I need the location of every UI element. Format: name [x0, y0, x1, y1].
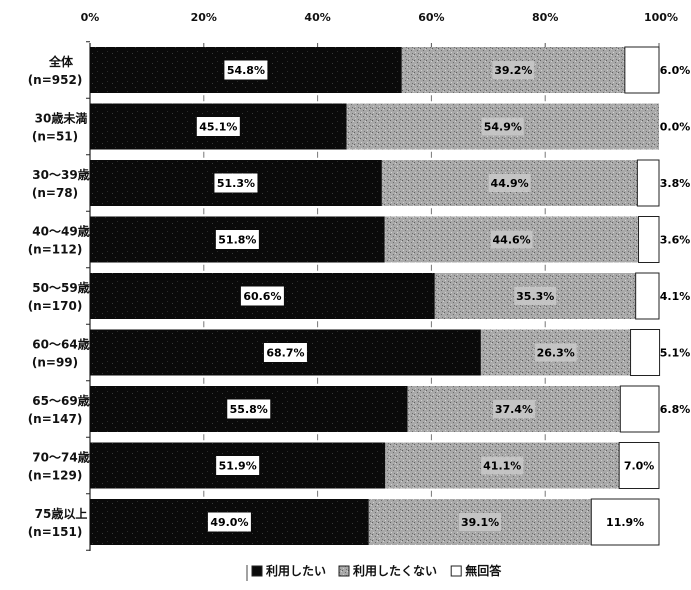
data-label-box: [216, 456, 260, 475]
category-n-label: (n=952): [28, 73, 83, 87]
category-label: 全体: [48, 54, 74, 69]
data-label: 51.8%: [218, 234, 256, 247]
category-label: 75歳以上: [35, 506, 88, 521]
bar-segment: [635, 272, 660, 320]
data-label-box: [490, 230, 533, 249]
data-label-box: [514, 287, 557, 305]
data-label: 45.1%: [199, 121, 237, 134]
data-label-box: [207, 512, 251, 532]
data-label: 4.1%: [660, 290, 691, 303]
data-label-box: [492, 61, 535, 79]
data-label-box: [481, 117, 524, 136]
data-label: 11.9%: [606, 516, 644, 529]
legend-swatch: [450, 565, 462, 577]
data-label: 0.0%: [660, 121, 691, 134]
data-label: 26.3%: [537, 347, 575, 360]
data-label-box: [240, 286, 284, 306]
category-n-label: (n=151): [28, 525, 83, 539]
legend-label: 利用したい: [266, 563, 326, 578]
data-label: 68.7%: [266, 347, 304, 360]
bar-segment: [624, 46, 660, 94]
data-label-box: [263, 343, 307, 362]
category-label: 60～64歳: [32, 337, 89, 352]
data-label-box: [227, 399, 271, 419]
x-tick-label: 40%: [304, 11, 330, 24]
category-n-label: (n=147): [28, 412, 83, 426]
category-label: 70～74歳: [32, 450, 89, 465]
data-label: 54.8%: [227, 64, 265, 77]
data-label: 3.6%: [660, 234, 691, 247]
data-label-box: [224, 60, 268, 80]
data-label: 60.6%: [243, 290, 281, 303]
category-n-label: (n=112): [28, 243, 83, 257]
data-label: 49.0%: [210, 516, 248, 529]
x-tick-label: 20%: [191, 11, 217, 24]
data-label-box: [488, 174, 531, 192]
x-tick-label: 60%: [418, 11, 444, 24]
bar-segment: [636, 159, 660, 207]
legend-swatch: [338, 565, 350, 577]
data-label: 51.3%: [217, 177, 255, 190]
data-label-box: [196, 117, 240, 136]
legend-swatch: [251, 565, 263, 577]
data-label: 6.0%: [660, 64, 691, 77]
data-label: 39.2%: [494, 64, 532, 77]
category-n-label: (n=51): [32, 130, 78, 144]
legend-label: 無回答: [465, 563, 502, 578]
category-label: 30歳未満: [35, 111, 88, 126]
category-n-label: (n=170): [28, 299, 83, 313]
category-n-label: (n=78): [32, 186, 78, 200]
data-label-box: [492, 400, 535, 418]
data-label-box: [214, 173, 258, 193]
data-label: 5.1%: [660, 347, 691, 360]
bar-segment: [638, 216, 660, 263]
bar-segment: [590, 498, 660, 546]
data-label: 41.1%: [483, 460, 521, 473]
data-label: 44.6%: [493, 234, 531, 247]
data-label: 51.9%: [219, 460, 257, 473]
category-label: 65～69歳: [32, 393, 89, 408]
data-label: 35.3%: [516, 290, 554, 303]
bar-segment: [619, 385, 660, 433]
data-label-box: [215, 230, 259, 249]
data-label-box: [534, 343, 577, 362]
category-n-label: (n=99): [32, 356, 78, 370]
category-n-label: (n=129): [28, 469, 83, 483]
x-tick-label: 0%: [81, 11, 100, 24]
data-label: 44.9%: [491, 177, 529, 190]
category-label: 40～49歳: [32, 224, 89, 239]
x-tick-label: 100%: [644, 11, 678, 24]
legend-label: 利用したくない: [353, 563, 437, 578]
data-label: 3.8%: [660, 177, 691, 190]
data-label: 6.8%: [660, 403, 691, 416]
category-label: 30～39歳: [32, 167, 89, 182]
data-label: 55.8%: [230, 403, 268, 416]
data-label: 7.0%: [624, 460, 655, 473]
data-label-box: [459, 513, 502, 531]
data-label: 54.9%: [484, 121, 522, 134]
data-label-box: [481, 456, 524, 475]
bar-segment: [618, 442, 660, 489]
category-label: 50～59歳: [32, 280, 89, 295]
bar-segment: [630, 329, 661, 376]
data-label: 39.1%: [461, 516, 499, 529]
x-tick-label: 80%: [532, 11, 558, 24]
data-label: 37.4%: [495, 403, 533, 416]
